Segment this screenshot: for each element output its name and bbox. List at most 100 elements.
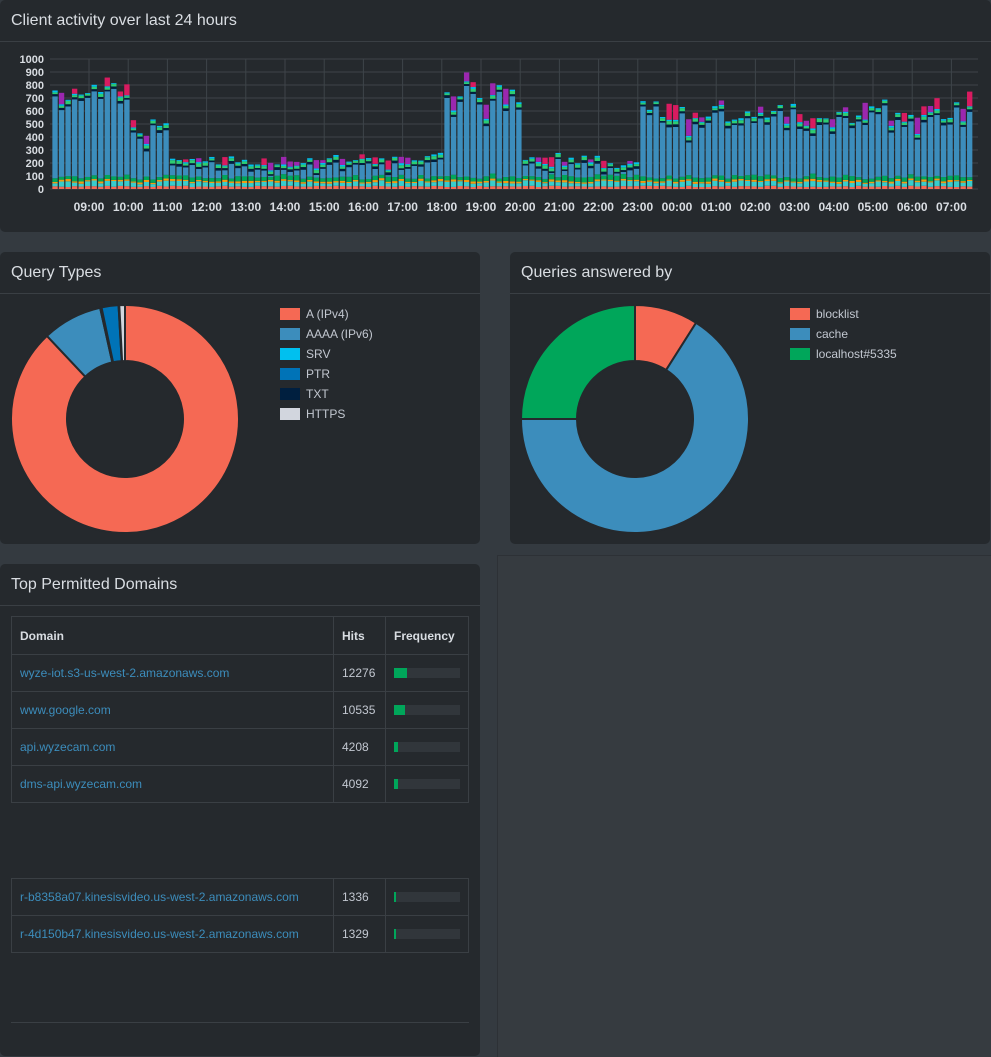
activity-bar-segment[interactable] bbox=[385, 160, 391, 170]
activity-bar-segment[interactable] bbox=[189, 163, 195, 166]
activity-bar-segment[interactable] bbox=[248, 166, 254, 169]
activity-bar-segment[interactable] bbox=[908, 121, 914, 175]
activity-bar-segment[interactable] bbox=[222, 165, 228, 167]
activity-bar-segment[interactable] bbox=[124, 174, 130, 180]
activity-bar-segment[interactable] bbox=[352, 175, 359, 180]
activity-bar-segment[interactable] bbox=[267, 186, 274, 189]
activity-bar-segment[interactable] bbox=[568, 186, 574, 189]
activity-bar-segment[interactable] bbox=[849, 183, 855, 188]
activity-bar-segment[interactable] bbox=[450, 112, 457, 115]
activity-bar-segment[interactable] bbox=[202, 161, 208, 163]
activity-bar-segment[interactable] bbox=[137, 138, 143, 180]
activity-bar-segment[interactable] bbox=[463, 81, 470, 83]
activity-bar-segment[interactable] bbox=[365, 161, 372, 164]
activity-bar-segment[interactable] bbox=[248, 183, 254, 187]
activity-bar-segment[interactable] bbox=[862, 120, 868, 123]
activity-bar-segment[interactable] bbox=[718, 111, 725, 176]
activity-bar-segment[interactable] bbox=[940, 186, 947, 189]
activity-bar-segment[interactable] bbox=[261, 186, 267, 189]
activity-bar-segment[interactable] bbox=[561, 175, 568, 181]
activity-bar-segment[interactable] bbox=[516, 104, 522, 108]
activity-bar-segment[interactable] bbox=[849, 122, 855, 124]
activity-bar-segment[interactable] bbox=[627, 180, 633, 187]
activity-bar-segment[interactable] bbox=[842, 115, 849, 118]
activity-bar-segment[interactable] bbox=[254, 167, 261, 170]
activity-bar-segment[interactable] bbox=[228, 181, 235, 183]
activity-bar-segment[interactable] bbox=[52, 181, 58, 184]
activity-bar-segment[interactable] bbox=[614, 168, 620, 172]
activity-bar-segment[interactable] bbox=[947, 179, 953, 183]
activity-bar-segment[interactable] bbox=[176, 160, 182, 161]
activity-bar-segment[interactable] bbox=[65, 100, 71, 105]
activity-bar-segment[interactable] bbox=[679, 186, 685, 189]
activity-bar-segment[interactable] bbox=[346, 164, 352, 168]
activity-bar-segment[interactable] bbox=[333, 162, 339, 178]
activity-bar-segment[interactable] bbox=[548, 185, 555, 189]
activity-bar-segment[interactable] bbox=[444, 95, 450, 98]
activity-bar-segment[interactable] bbox=[679, 181, 685, 187]
activity-bar-segment[interactable] bbox=[829, 181, 836, 183]
activity-bar-segment[interactable] bbox=[842, 113, 849, 116]
activity-bar-segment[interactable] bbox=[261, 166, 267, 169]
activity-bar-segment[interactable] bbox=[463, 85, 470, 177]
activity-bar-segment[interactable] bbox=[855, 179, 862, 182]
activity-bar-segment[interactable] bbox=[117, 181, 124, 186]
activity-bar-segment[interactable] bbox=[137, 182, 143, 185]
activity-bar-segment[interactable] bbox=[163, 180, 169, 187]
activity-bar-segment[interactable] bbox=[646, 109, 653, 112]
activity-bar-segment[interactable] bbox=[921, 119, 927, 123]
activity-bar-segment[interactable] bbox=[450, 114, 457, 117]
activity-bar-segment[interactable] bbox=[542, 186, 548, 189]
activity-bar-segment[interactable] bbox=[294, 186, 300, 189]
activity-bar-segment[interactable] bbox=[797, 178, 803, 182]
activity-bar-segment[interactable] bbox=[346, 186, 352, 189]
activity-bar-segment[interactable] bbox=[738, 123, 744, 126]
activity-bar-segment[interactable] bbox=[444, 181, 450, 187]
activity-bar-segment[interactable] bbox=[692, 112, 698, 119]
activity-bar-segment[interactable] bbox=[300, 182, 306, 184]
activity-bar-segment[interactable] bbox=[352, 160, 359, 162]
activity-bar-segment[interactable] bbox=[450, 181, 457, 187]
activity-bar-segment[interactable] bbox=[320, 164, 326, 168]
activity-bar-segment[interactable] bbox=[124, 96, 130, 98]
activity-bar-segment[interactable] bbox=[339, 168, 346, 172]
activity-bar-segment[interactable] bbox=[718, 108, 725, 112]
activity-bar-segment[interactable] bbox=[300, 163, 306, 165]
activity-bar-segment[interactable] bbox=[490, 83, 496, 95]
activity-bar-segment[interactable] bbox=[437, 152, 444, 155]
activity-bar-segment[interactable] bbox=[150, 123, 156, 126]
activity-bar-segment[interactable] bbox=[503, 186, 509, 189]
activity-bar-segment[interactable] bbox=[633, 164, 640, 167]
activity-bar-segment[interactable] bbox=[588, 168, 594, 177]
activity-bar-segment[interactable] bbox=[267, 162, 274, 171]
activity-bar-segment[interactable] bbox=[575, 181, 581, 184]
activity-bar-segment[interactable] bbox=[85, 180, 91, 182]
activity-bar-segment[interactable] bbox=[673, 186, 679, 189]
activity-bar-segment[interactable] bbox=[339, 186, 346, 189]
activity-bar-segment[interactable] bbox=[575, 167, 581, 170]
activity-bar-segment[interactable] bbox=[483, 118, 489, 121]
activity-bar-segment[interactable] bbox=[849, 128, 855, 177]
activity-bar-segment[interactable] bbox=[673, 126, 679, 179]
activity-bar-segment[interactable] bbox=[679, 108, 685, 112]
activity-bar-segment[interactable] bbox=[496, 181, 502, 183]
activity-bar-segment[interactable] bbox=[241, 159, 248, 162]
activity-bar-segment[interactable] bbox=[58, 107, 65, 111]
activity-bar-segment[interactable] bbox=[477, 181, 483, 184]
activity-bar-segment[interactable] bbox=[352, 186, 359, 189]
activity-bar-segment[interactable] bbox=[98, 93, 104, 97]
activity-bar-segment[interactable] bbox=[183, 163, 189, 166]
activity-bar-segment[interactable] bbox=[836, 183, 842, 187]
activity-bar-segment[interactable] bbox=[738, 175, 744, 179]
activity-bar-segment[interactable] bbox=[228, 156, 235, 159]
activity-bar-segment[interactable] bbox=[686, 185, 692, 189]
activity-bar-segment[interactable] bbox=[953, 175, 960, 181]
activity-bar-segment[interactable] bbox=[940, 177, 947, 182]
activity-bar-segment[interactable] bbox=[888, 132, 894, 179]
activity-bar-segment[interactable] bbox=[921, 122, 927, 177]
activity-bar-segment[interactable] bbox=[85, 181, 91, 187]
activity-bar-segment[interactable] bbox=[58, 176, 65, 180]
activity-bar-segment[interactable] bbox=[686, 137, 692, 141]
activity-bar-segment[interactable] bbox=[535, 161, 542, 164]
activity-bar-segment[interactable] bbox=[914, 182, 921, 187]
